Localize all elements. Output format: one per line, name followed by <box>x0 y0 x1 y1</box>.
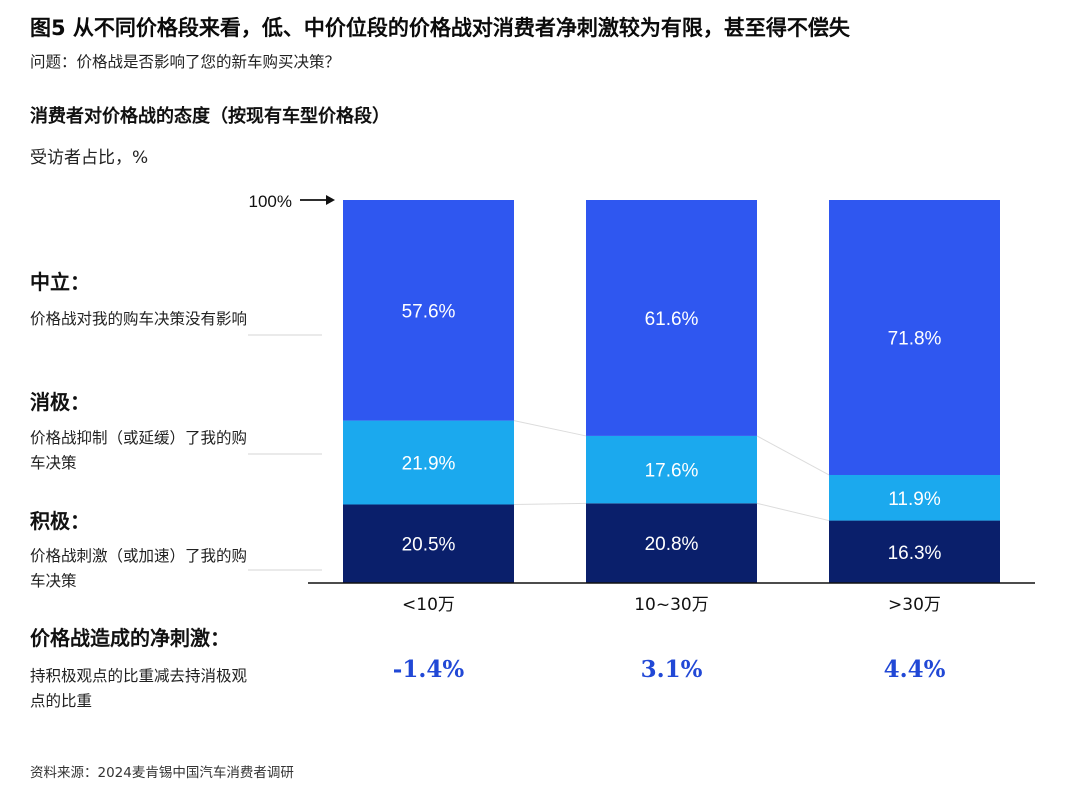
data-label-positive-1: 20.8% <box>645 534 699 555</box>
legend-neutral-head: 中立： <box>30 270 90 294</box>
connector-line-negative-1 <box>756 435 830 476</box>
x-tick-label-0: <10万 <box>402 595 455 615</box>
legend-neutral-desc: 价格战对我的购车决策没有影响 <box>30 310 248 328</box>
survey-question: 问题：价格战是否影响了您的新车购买决策？ <box>30 53 341 71</box>
bar-positive-0 <box>343 504 514 583</box>
bar-negative-0 <box>343 420 514 505</box>
data-label-neutral-2: 71.8% <box>888 328 942 349</box>
net-value-0: -1.4% <box>393 656 465 683</box>
data-label-neutral-1: 61.6% <box>645 309 699 330</box>
connector-line-positive-0 <box>513 502 587 505</box>
legend-negative-head: 消极： <box>30 390 90 414</box>
legend-negative-desc: 价格战抑制（或延缓）了我的购车决策 <box>30 429 248 472</box>
x-tick-label-2: >30万 <box>888 595 941 615</box>
bar-neutral-0 <box>343 200 514 421</box>
bar-positive-1 <box>586 503 757 583</box>
chart-subtitle: 消费者对价格战的态度（按现有车型价格段） <box>30 106 390 127</box>
hundred-percent-label: 100% <box>249 192 292 211</box>
bar-positive-2 <box>829 520 1000 583</box>
bar-neutral-2 <box>829 200 1000 475</box>
data-label-positive-0: 20.5% <box>402 535 456 556</box>
bar-negative-1 <box>586 435 757 504</box>
data-label-negative-1: 17.6% <box>645 461 699 482</box>
legend-positive-desc: 价格战刺激（或加速）了我的购车决策 <box>30 547 248 590</box>
unit-label: 受访者占比，% <box>30 148 149 168</box>
source-note: 资料来源：2024麦肯锡中国汽车消费者调研 <box>30 765 294 781</box>
net-stimulus-desc: 持积极观点的比重减去持消极观点的比重 <box>30 667 248 710</box>
connector-line-negative-0 <box>513 420 587 437</box>
net-value-2: 4.4% <box>884 656 946 683</box>
net-stimulus-head: 价格战造成的净刺激： <box>30 626 230 650</box>
connector-line-positive-1 <box>756 502 830 522</box>
legend-positive-head: 积极： <box>30 509 90 533</box>
data-label-negative-0: 21.9% <box>402 454 456 475</box>
net-value-1: 3.1% <box>641 656 703 683</box>
data-label-positive-2: 16.3% <box>888 543 942 564</box>
chart-title: 图5 从不同价格段来看，低、中价位段的价格战对消费者净刺激较为有限，甚至得不偿失 <box>30 16 850 40</box>
arrow-right-icon <box>326 195 335 205</box>
bar-neutral-1 <box>586 200 757 436</box>
data-label-neutral-0: 57.6% <box>402 301 456 322</box>
bar-negative-2 <box>829 474 1000 521</box>
x-tick-label-1: 10~30万 <box>634 595 709 615</box>
data-label-negative-2: 11.9% <box>888 489 941 510</box>
